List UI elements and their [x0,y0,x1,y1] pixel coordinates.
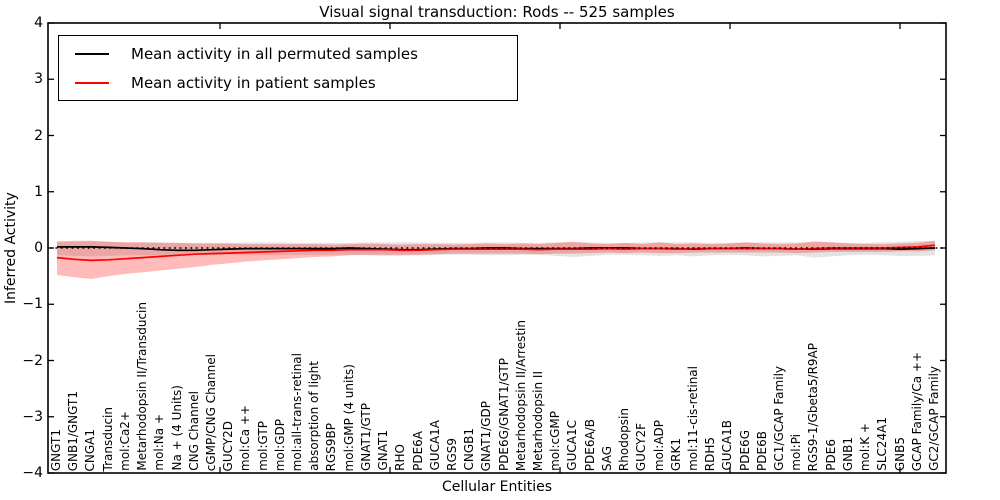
chart-title: Visual signal transduction: Rods -- 525 … [319,3,675,21]
legend-label: Mean activity in all permuted samples [131,44,418,63]
mean-line [56,244,936,262]
confidence-band [57,240,935,279]
x-axis-title: Cellular Entities [441,479,553,495]
legend-label: Mean activity in patient samples [131,73,376,92]
legend-entry: Mean activity in patient samples [59,69,517,97]
y-axis-title: Inferred Activity [3,192,19,304]
legend-line-sample-permuted [75,52,109,55]
legend-line-sample-patient [75,81,109,84]
legend: Mean activity in all permuted samples Me… [58,35,518,101]
legend-entry: Mean activity in all permuted samples [59,40,517,68]
